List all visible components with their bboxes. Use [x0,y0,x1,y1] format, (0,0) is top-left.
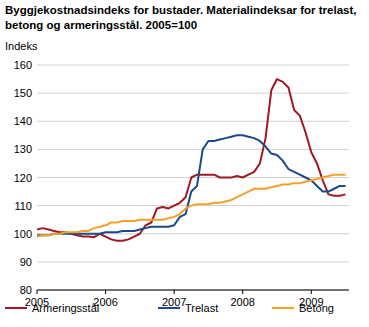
y-tick-label: 160 [14,59,32,71]
x-tick [311,290,312,294]
x-tick-label: 2008 [230,296,254,308]
chart: Byggjekostnadsindeks for bustader. Mater… [0,0,369,327]
legend-swatch [272,307,294,309]
plot-area [37,79,346,241]
y-tick-label: 150 [14,87,32,99]
x-tick-label: 2007 [162,296,186,308]
title-line: betong og armeringsstål. 2005=100 [5,19,197,31]
legend-label: Trelast [185,302,218,314]
x-tick [105,290,106,294]
y-tick-label: 120 [14,172,32,184]
grid-line [37,65,349,66]
title-line: Byggjekostnadsindeks for bustader. Mater… [5,4,357,16]
grid-line [37,261,349,262]
legend-label: Armeringsstål [32,302,99,314]
series-line [37,135,346,235]
y-tick-label: 130 [14,143,32,155]
legend-label: Betong [299,302,334,314]
y-tick-label: 100 [14,228,32,240]
grid-line [37,149,349,150]
series-line [37,175,346,237]
x-tick [37,290,38,294]
grid-line [37,93,349,94]
y-tick-label: 110 [14,200,32,212]
legend-swatch [158,307,180,309]
x-tick [242,290,243,294]
legend-swatch [5,307,27,309]
x-tick [174,290,175,294]
title: Byggjekostnadsindeks for bustader. Mater… [5,4,357,31]
y-tick-label: 140 [14,115,32,127]
x-axis [37,290,349,291]
y-label: Indeks [5,40,38,52]
series-line [37,79,346,241]
y-tick-label: 80 [20,284,32,296]
grid-line [37,290,349,291]
y-tick-label: 90 [20,256,32,268]
